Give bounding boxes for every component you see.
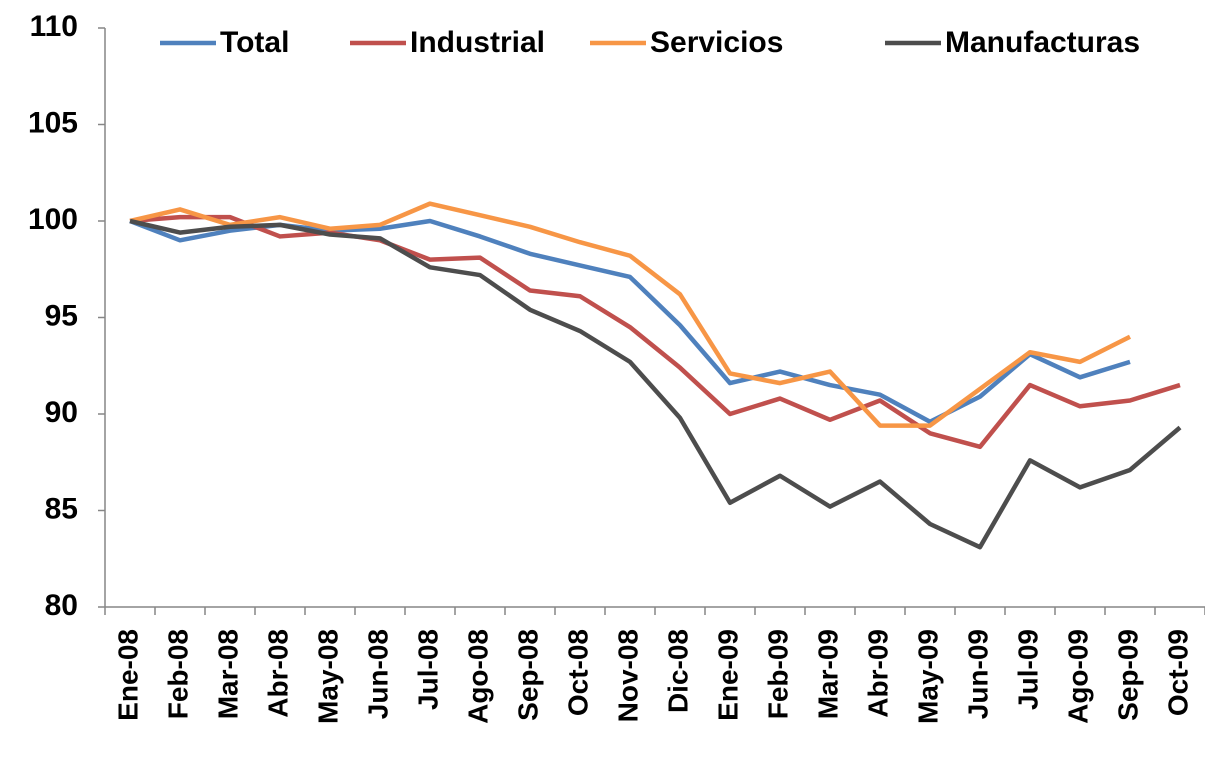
x-tick-label: Feb-09 [762,629,793,719]
y-tick-label: 110 [30,10,78,43]
x-tick-label: Ago-09 [1062,629,1093,724]
x-tick-label: Jun-09 [962,629,993,719]
legend-label: Servicios [650,26,783,59]
x-tick-label: Nov-08 [612,629,643,722]
y-tick-label: 85 [45,492,78,525]
x-tick-label: Oct-09 [1162,629,1193,716]
series-line [129,201,1132,428]
x-tick-label: Mar-09 [812,629,843,719]
y-tick-label: 80 [45,589,78,622]
x-tick-label: Jul-09 [1012,629,1043,710]
legend-label: Manufacturas [945,26,1140,59]
series-line [129,214,1181,450]
x-tick-label: Mar-08 [212,629,243,719]
x-tick-label: Oct-08 [562,629,593,716]
x-tick-label: Ago-08 [462,629,493,724]
x-tick-label: Abr-09 [862,629,893,718]
y-tick-label: 90 [45,396,78,429]
x-tick-label: Sep-09 [1112,629,1143,721]
y-tick-label: 100 [28,203,78,236]
x-tick-label: Feb-08 [162,629,193,719]
x-tick-label: Abr-08 [262,629,293,718]
y-tick-label: 105 [28,106,78,139]
x-tick-label: May-08 [312,629,343,724]
legend-label: Total [220,26,289,59]
y-tick-label: 95 [45,299,78,332]
x-tick-label: Dic-08 [662,629,693,713]
x-tick-label: Ene-09 [712,629,743,721]
x-tick-label: Ene-08 [112,629,143,721]
x-tick-label: Sep-08 [512,629,543,721]
x-tick-label: May-09 [912,629,943,724]
x-tick-label: Jul-08 [412,629,443,710]
legend-label: Industrial [410,26,545,59]
series-line [129,218,1182,550]
x-tick-label: Jun-08 [362,629,393,719]
